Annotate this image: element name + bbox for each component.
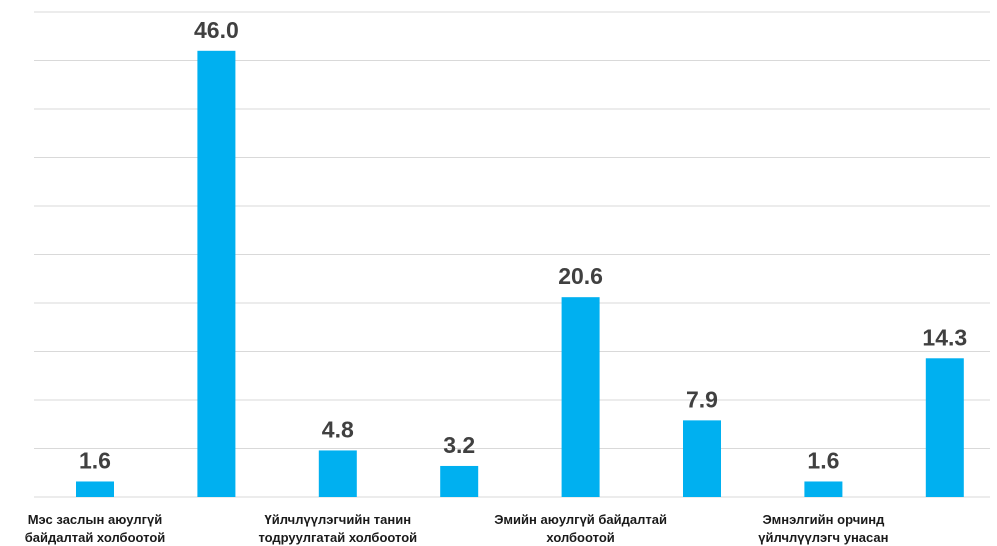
- x-tick-label: Мэс заслын аюулгүй байдалтай холбоотой: [24, 512, 166, 545]
- value-label: 4.8: [322, 416, 354, 442]
- bar: [76, 481, 114, 497]
- bar: [318, 450, 357, 497]
- value-label: 3.2: [443, 432, 475, 458]
- bar: [197, 50, 236, 498]
- value-label: 1.6: [807, 447, 839, 473]
- value-label: 7.9: [686, 386, 718, 412]
- value-label: 20.6: [558, 263, 603, 289]
- bar: [683, 420, 721, 497]
- bar: [561, 297, 600, 497]
- x-tick-label: Эмийн аюулгүй байдалтай холбоотой: [494, 512, 667, 545]
- bar: [440, 465, 479, 497]
- bar: [925, 358, 964, 497]
- value-label: 46.0: [194, 17, 239, 43]
- bar: [804, 481, 843, 497]
- x-tick-label: Эмнэлгийн орчинд үйлчлүүлэгч унасан: [758, 512, 889, 545]
- value-label: 14.3: [922, 324, 967, 350]
- value-label: 1.6: [79, 447, 111, 473]
- x-tick-label: Үйлчлүүлэгчийн танин тодруулгатай холбоо…: [258, 512, 418, 545]
